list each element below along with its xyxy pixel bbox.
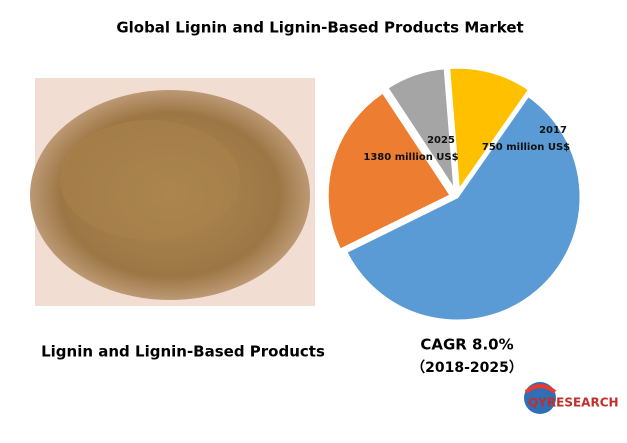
cagr: CAGR 8.0% <box>420 336 513 354</box>
pie-slice <box>447 65 532 196</box>
pie-slice <box>325 89 454 253</box>
title: Global Lignin and Lignin-Based Products … <box>116 19 523 37</box>
logo: QYRESEARCH <box>524 382 619 414</box>
logo-text: QYRESEARCH <box>528 396 619 410</box>
pie-slice <box>343 93 583 323</box>
photo <box>30 78 315 306</box>
period: （2018-2025） <box>411 360 523 376</box>
annotation: 750 million US$ <box>482 142 570 153</box>
annotation: 2017 <box>539 125 567 136</box>
image-caption: Lignin and Lignin-Based Products <box>41 343 325 361</box>
annotation: 2025 <box>427 135 455 146</box>
pie-slice <box>384 66 457 193</box>
pie-chart: 2025 1380 million US$ 2017 750 million US$ <box>325 65 583 323</box>
annotation: 1380 million US$ <box>363 152 458 163</box>
